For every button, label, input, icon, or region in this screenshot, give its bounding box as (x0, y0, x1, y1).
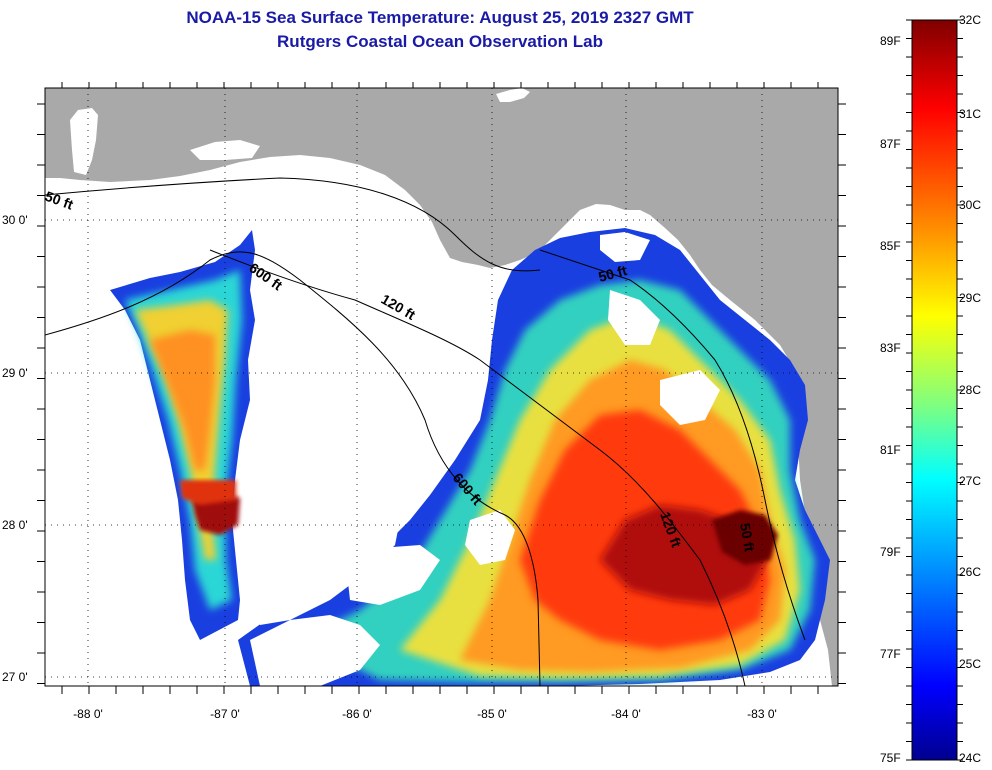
lon-label: -88 0' (73, 707, 103, 721)
map-subtitle: Rutgers Coastal Ocean Observation Lab (277, 32, 603, 51)
celsius-label: 27C (959, 474, 981, 488)
lat-label: 28 0' (2, 518, 28, 532)
sst-swath-west (110, 230, 255, 640)
celsius-label: 26C (959, 565, 981, 579)
fahrenheit-label: 77F (880, 647, 901, 661)
fahrenheit-label: 85F (880, 239, 901, 253)
lon-label: -83 0' (747, 707, 777, 721)
celsius-label: 31C (959, 107, 981, 121)
fahrenheit-label: 89F (880, 34, 901, 48)
lat-label: 29 0' (2, 366, 28, 380)
sst-swath-east (238, 228, 830, 686)
fahrenheit-label: 81F (880, 443, 901, 457)
celsius-label: 25C (959, 657, 981, 671)
lon-label: -84 0' (611, 707, 641, 721)
celsius-label: 30C (959, 198, 981, 212)
celsius-label: 24C (959, 751, 981, 765)
contour-label: 50 ft (737, 522, 758, 553)
map-frame (44, 87, 839, 687)
fahrenheit-label: 75F (880, 751, 901, 765)
fahrenheit-label: 87F (880, 137, 901, 151)
celsius-label: 32C (959, 13, 981, 27)
lon-label: -86 0' (342, 707, 372, 721)
celsius-label: 28C (959, 383, 981, 397)
depth-contours (45, 177, 806, 686)
land-mass (45, 88, 838, 686)
contour-label: 50 ft (597, 262, 629, 285)
lat-label: 27 0' (2, 670, 28, 684)
lon-label: -87 0' (210, 707, 240, 721)
bay (70, 108, 98, 175)
celsius-label: 29C (959, 291, 981, 305)
map-area (45, 88, 838, 686)
map-gridlines (45, 88, 838, 686)
temperature-colorbar (911, 19, 958, 761)
map-title: NOAA-15 Sea Surface Temperature: August … (186, 8, 694, 27)
lake (496, 88, 530, 102)
colorbar-ticks (906, 19, 963, 761)
fahrenheit-label: 79F (880, 545, 901, 559)
lon-label: -85 0' (477, 707, 507, 721)
bay (190, 140, 260, 160)
lat-label: 30 0' (2, 213, 28, 227)
map-ticks (37, 82, 846, 694)
fahrenheit-label: 83F (880, 341, 901, 355)
